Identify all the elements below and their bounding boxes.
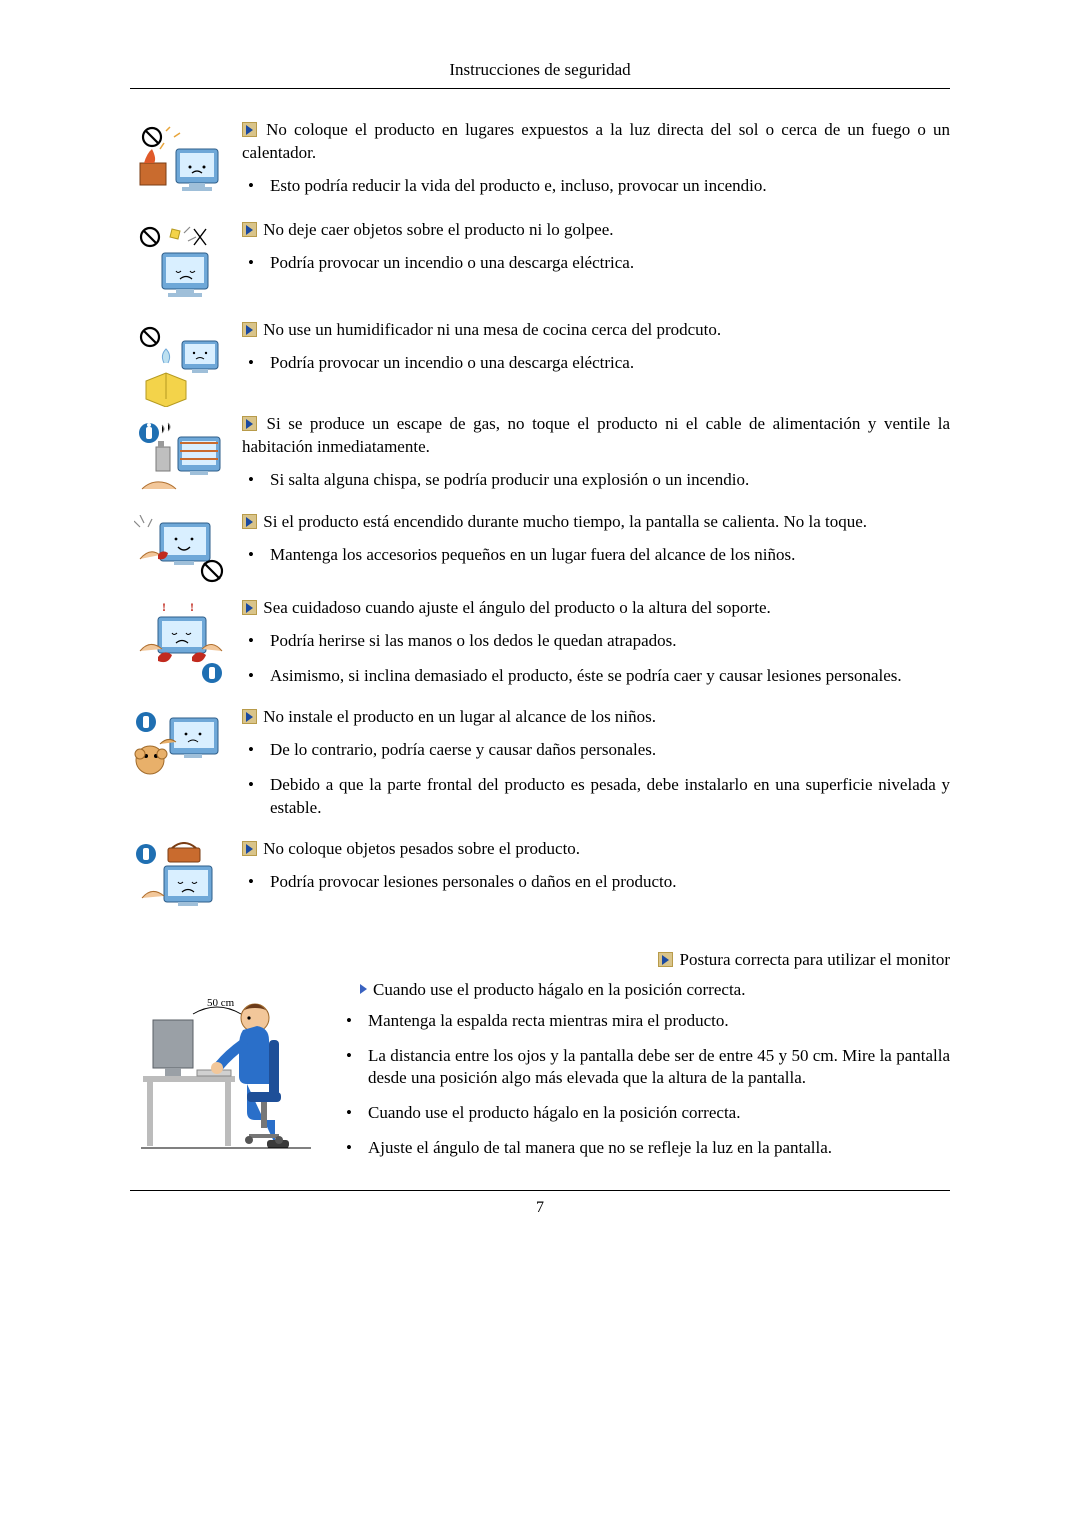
bullet-arrow-icon <box>242 709 257 724</box>
lead-text: Si el producto está encendido durante mu… <box>242 511 950 534</box>
bullet-item: Asimismo, si inclina demasiado el produc… <box>266 665 950 688</box>
bullet-arrow-icon <box>242 122 257 137</box>
section-gas: Si se produce un escape de gas, no toque… <box>130 413 950 505</box>
illustration-hot-screen <box>130 511 228 591</box>
section-posture: 50 cm <box>130 980 950 1173</box>
bullet-item: Podría herirse si las manos o los dedos … <box>266 630 950 653</box>
section-sun-fire: No coloque el producto en lugares expues… <box>130 119 950 213</box>
lead-text: Sea cuidadoso cuando ajuste el ángulo de… <box>242 597 950 620</box>
section-angle: ! ! Sea cuidadoso cuando ajuste el ángul… <box>130 597 950 700</box>
bullet-item: Mantenga la espalda recta mientras mira … <box>364 1010 950 1033</box>
bullet-item: Podría provocar lesiones personales o da… <box>266 871 950 894</box>
bullet-arrow-icon <box>242 416 257 431</box>
bullet-item: La distancia entre los ojos y la pantall… <box>364 1045 950 1091</box>
distance-label: 50 cm <box>207 997 235 1009</box>
illustration-drop <box>130 219 228 313</box>
bullet-arrow-icon <box>658 952 673 967</box>
section-drop: No deje caer objetos sobre el producto n… <box>130 219 950 313</box>
illustration-gas <box>130 413 228 505</box>
bullet-arrow-icon <box>242 322 257 337</box>
posture-heading: Postura correcta para utilizar el monito… <box>130 950 950 970</box>
bullet-arrow-icon <box>242 222 257 237</box>
sub-arrow-icon <box>360 984 367 994</box>
bullet-item: De lo contrario, podría caerse y causar … <box>266 739 950 762</box>
illustration-children <box>130 706 228 788</box>
section-children: No instale el producto en un lugar al al… <box>130 706 950 832</box>
illustration-humidifier <box>130 319 228 407</box>
footer-rule <box>130 1190 950 1191</box>
bullet-item: Si salta alguna chispa, se podría produc… <box>266 469 950 492</box>
lead-text: No coloque el producto en lugares expues… <box>242 119 950 165</box>
section-humidifier: No use un humidificador ni una mesa de c… <box>130 319 950 407</box>
lead-text: No instale el producto en un lugar al al… <box>242 706 950 729</box>
svg-text:!: ! <box>190 601 194 614</box>
bullet-item: Esto podría reducir la vida del producto… <box>266 175 950 198</box>
lead-text: No coloque objetos pesados sobre el prod… <box>242 838 950 861</box>
posture-first-line: Cuando use el producto hágalo en la posi… <box>340 980 950 1000</box>
bullet-arrow-icon <box>242 514 257 529</box>
bullet-item: Podría provocar un incendio o una descar… <box>266 352 950 375</box>
bullet-arrow-icon <box>242 841 257 856</box>
section-hot-screen: Si el producto está encendido durante mu… <box>130 511 950 591</box>
bullet-item: Podría provocar un incendio o una descar… <box>266 252 950 275</box>
bullet-item: Cuando use el producto hágalo en la posi… <box>364 1102 950 1125</box>
lead-text: No use un humidificador ni una mesa de c… <box>242 319 950 342</box>
bullet-item: Debido a que la parte frontal del produc… <box>266 774 950 820</box>
bullet-item: Mantenga los accesorios pequeños en un l… <box>266 544 950 567</box>
illustration-sun-fire <box>130 119 228 213</box>
section-heavy: No coloque objetos pesados sobre el prod… <box>130 838 950 920</box>
lead-text: Si se produce un escape de gas, no toque… <box>242 413 950 459</box>
bullet-item: Ajuste el ángulo de tal manera que no se… <box>364 1137 950 1160</box>
illustration-heavy <box>130 838 228 920</box>
header-rule <box>130 88 950 89</box>
document-page: Instrucciones de seguridad No coloq <box>0 0 1080 1257</box>
lead-text: No deje caer objetos sobre el producto n… <box>242 219 950 242</box>
illustration-posture: 50 cm <box>130 980 320 1170</box>
bullet-arrow-icon <box>242 600 257 615</box>
page-header-title: Instrucciones de seguridad <box>130 60 950 80</box>
page-number: 7 <box>130 1199 950 1217</box>
illustration-angle: ! ! <box>130 597 228 689</box>
svg-text:!: ! <box>162 601 166 614</box>
